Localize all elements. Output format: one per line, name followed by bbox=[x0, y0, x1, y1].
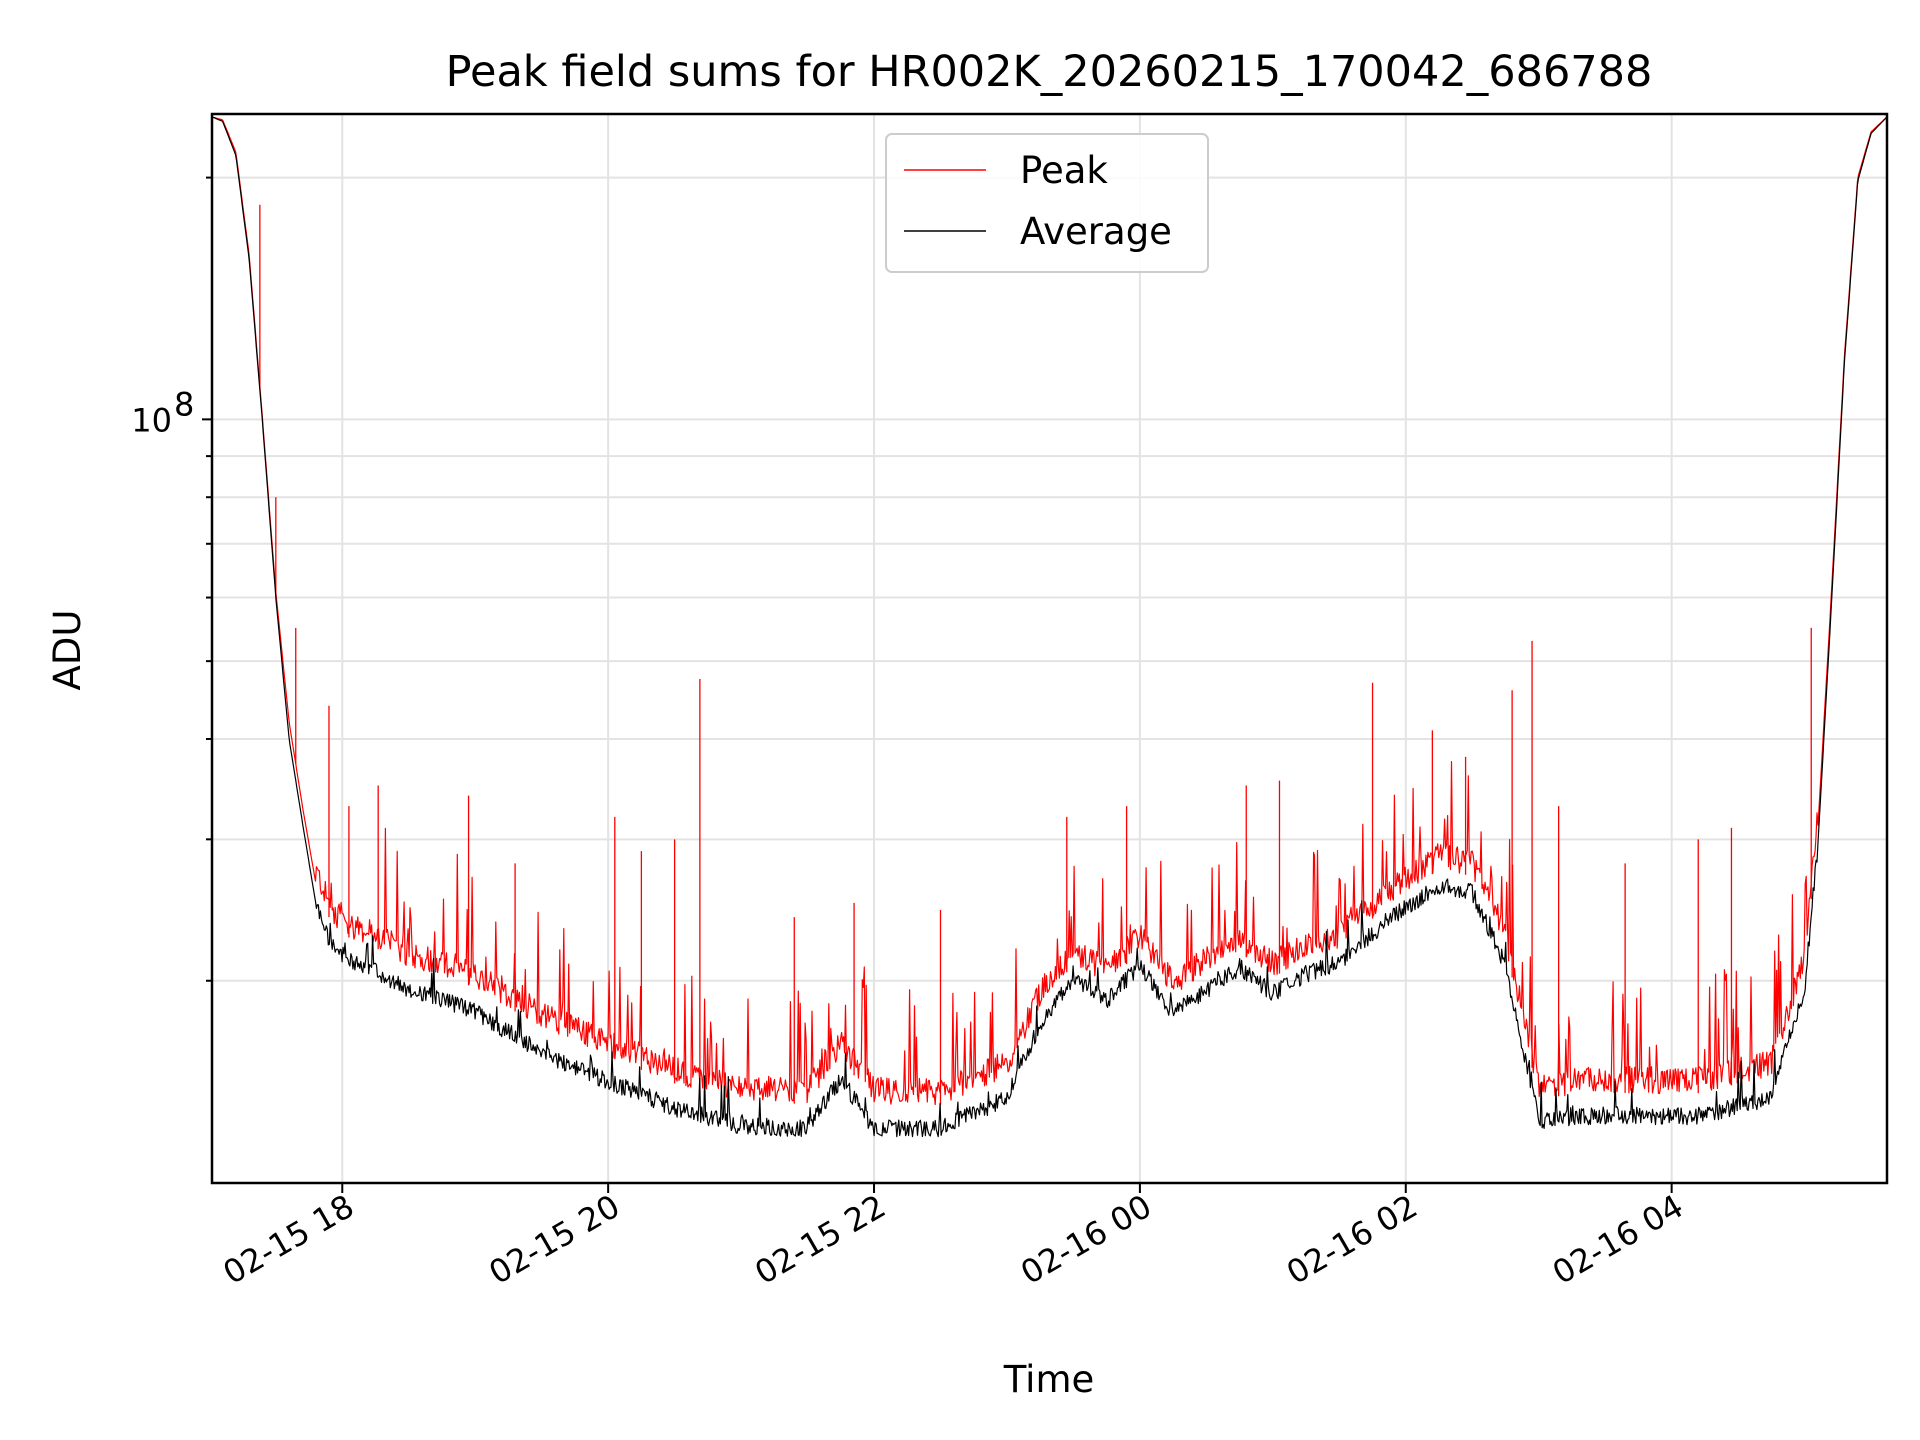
y-tick-label: 10 bbox=[131, 401, 172, 439]
legend: Peak Average bbox=[885, 133, 1209, 273]
y-axis-label: ADU bbox=[46, 610, 89, 691]
chart-title: Peak field sums for HR002K_20260215_1700… bbox=[446, 47, 1653, 97]
legend-box bbox=[885, 133, 1209, 273]
series-peak-line bbox=[212, 116, 1887, 1106]
x-axis-label: Time bbox=[1003, 1358, 1095, 1401]
y-tick-exponent: 8 bbox=[174, 385, 194, 423]
series-layer bbox=[212, 116, 1887, 1138]
series-average-line bbox=[212, 116, 1887, 1138]
legend-peak-label: Peak bbox=[1020, 149, 1108, 192]
plot-frame bbox=[210, 112, 1889, 1185]
legend-average-label: Average bbox=[1020, 210, 1172, 253]
